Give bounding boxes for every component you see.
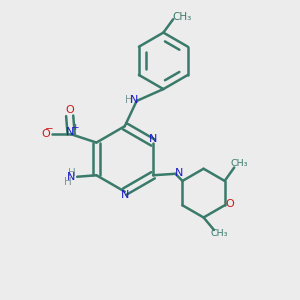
Text: −: − <box>45 124 54 134</box>
Text: O: O <box>226 200 234 209</box>
Text: H: H <box>64 176 72 187</box>
Text: H: H <box>68 168 76 178</box>
Text: N: N <box>66 172 75 182</box>
Text: N: N <box>65 127 74 137</box>
Text: N: N <box>175 168 183 178</box>
Text: CH₃: CH₃ <box>231 160 248 169</box>
Text: N: N <box>121 190 129 200</box>
Text: +: + <box>71 123 79 132</box>
Text: CH₃: CH₃ <box>211 229 228 238</box>
Text: O: O <box>41 129 50 139</box>
Text: N: N <box>130 95 138 105</box>
Text: H: H <box>125 95 133 105</box>
Text: CH₃: CH₃ <box>172 12 191 22</box>
Text: O: O <box>65 106 74 116</box>
Text: N: N <box>149 134 158 144</box>
